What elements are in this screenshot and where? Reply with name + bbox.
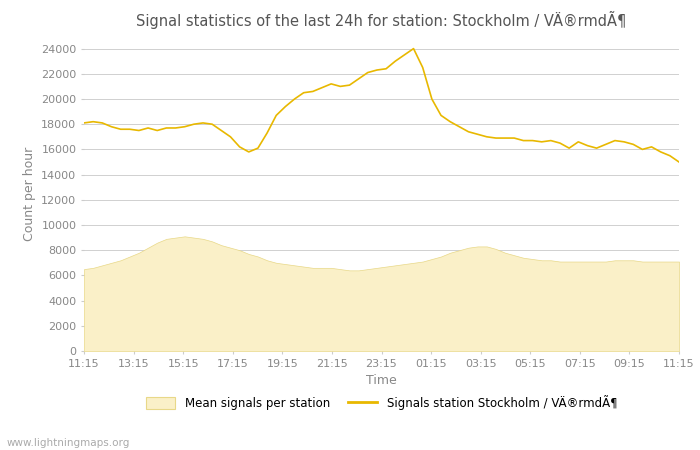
X-axis label: Time: Time: [366, 374, 397, 387]
Legend: Mean signals per station, Signals station Stockholm / VÄ®rmdÃ¶: Mean signals per station, Signals statio…: [141, 390, 622, 414]
Text: www.lightningmaps.org: www.lightningmaps.org: [7, 438, 130, 448]
Y-axis label: Count per hour: Count per hour: [22, 146, 36, 241]
Title: Signal statistics of the last 24h for station: Stockholm / VÄ®rmdÃ¶: Signal statistics of the last 24h for st…: [136, 11, 626, 29]
